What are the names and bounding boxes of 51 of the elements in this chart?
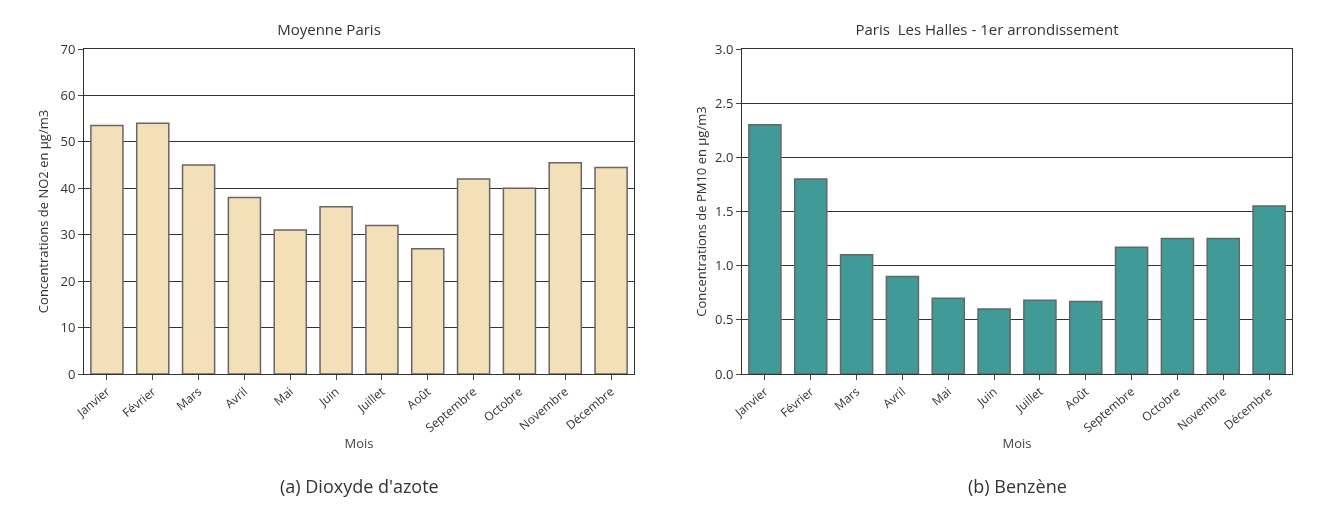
bar (594, 166, 628, 374)
bar (502, 187, 537, 374)
bar (1160, 237, 1195, 374)
x-axis-title: Mois (1002, 434, 1032, 453)
y-axis-title: Concentrations de NO2 en µg/m3 (34, 109, 52, 314)
y-axis-title: Concentrations de PM10 en µg/m3 (692, 106, 710, 317)
x-tick-label: Juin (314, 383, 343, 411)
x-axis-title: Mois (344, 434, 374, 453)
bar (1068, 300, 1103, 374)
bar (135, 122, 170, 374)
bar (793, 178, 828, 374)
y-tick-label: 2.5 (715, 93, 734, 112)
bar (227, 196, 262, 374)
x-tick-label: Mai (928, 383, 955, 410)
bar (181, 164, 216, 374)
text: (b) Benzène (968, 474, 1067, 498)
y-tick-label: 50 (60, 132, 76, 151)
bar (1206, 237, 1241, 374)
bar (456, 178, 491, 374)
y-tick-label: 1.0 (715, 256, 734, 275)
bar (977, 308, 1011, 374)
y-tick-label: 0.5 (715, 310, 734, 329)
bar (365, 224, 399, 374)
bar (90, 124, 124, 374)
bar (319, 206, 353, 374)
bar (548, 162, 583, 374)
bar (273, 229, 308, 374)
y-tick-label: 20 (60, 271, 76, 290)
y-tick-label: 70 (60, 39, 76, 58)
y-tick-label: 10 (60, 318, 76, 337)
y-tick-label: 3.0 (715, 39, 734, 58)
y-tick-label: 30 (60, 225, 76, 244)
bar (1114, 246, 1149, 374)
y-tick-label: 0.0 (715, 364, 734, 383)
bar (839, 254, 874, 374)
bar (1252, 205, 1286, 374)
x-tick-label: Mai (270, 383, 297, 410)
y-tick-label: 0 (67, 364, 76, 383)
bar (410, 247, 445, 374)
chart-title: Paris Les Halles - 1er arrondissement (855, 18, 1119, 39)
y-tick-label: 2.0 (715, 147, 734, 166)
text: (a) Dioxyde d'azote (280, 474, 439, 498)
chart-title: Moyenne Paris (277, 18, 381, 39)
y-tick-label: 1.5 (715, 202, 734, 221)
bar (748, 124, 782, 374)
bar (931, 297, 966, 374)
bar (885, 275, 920, 374)
y-tick-label: 40 (60, 178, 76, 197)
x-tick-label: Juin (972, 383, 1001, 411)
y-tick-label: 60 (60, 85, 76, 104)
bar (1023, 299, 1057, 374)
